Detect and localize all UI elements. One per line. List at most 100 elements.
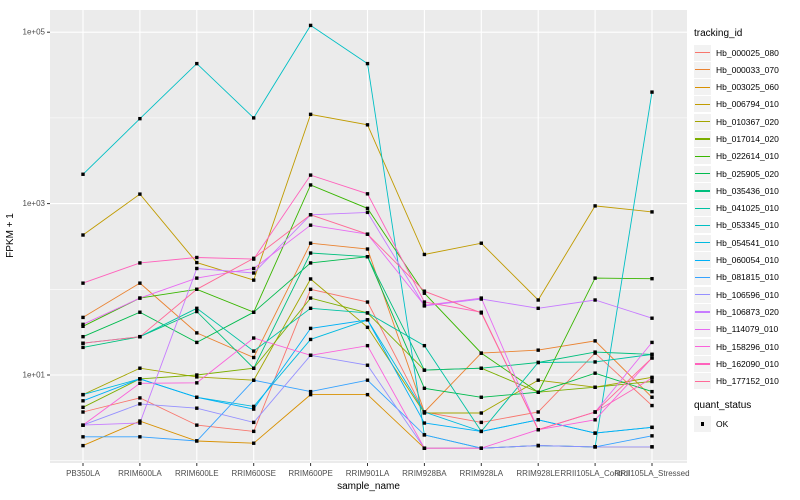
data-point — [81, 435, 85, 439]
data-point — [308, 241, 313, 245]
x-tick-label: RRIM901LA — [346, 469, 390, 478]
data-point — [365, 300, 370, 304]
data-point — [365, 318, 370, 322]
data-point — [138, 192, 142, 196]
data-point — [650, 90, 654, 94]
legend-title-tracking-id: tracking_id — [694, 28, 743, 39]
data-point — [536, 390, 540, 394]
data-point — [650, 403, 654, 408]
x-tick-label: RRIM600LE — [175, 469, 219, 478]
data-point — [536, 306, 540, 311]
legend-item-Hb_010367_020: Hb_010367_020 — [694, 113, 800, 130]
data-point — [252, 278, 256, 282]
data-point — [365, 255, 370, 259]
legend-item-Hb_017014_020: Hb_017014_020 — [694, 130, 800, 147]
data-point — [308, 326, 313, 331]
data-point — [195, 373, 199, 377]
data-point — [593, 360, 597, 364]
x-tick-label: RRIM600LA — [118, 469, 162, 478]
plot-panel — [50, 10, 687, 463]
data-point — [422, 300, 427, 304]
legend-key-swatch — [694, 44, 711, 61]
data-point — [536, 360, 540, 365]
data-point — [479, 420, 483, 425]
data-point — [365, 325, 370, 330]
data-point — [138, 310, 142, 314]
legend-key-line — [695, 190, 710, 192]
data-point — [308, 353, 313, 357]
data-point — [252, 256, 256, 260]
data-point — [81, 281, 85, 285]
legend-key-swatch — [694, 130, 711, 147]
legend-item-label: Hb_041025_010 — [716, 203, 779, 214]
data-point — [479, 429, 483, 434]
data-point — [650, 356, 654, 360]
data-point — [422, 446, 427, 450]
data-point — [81, 341, 85, 345]
legend-key-line — [695, 173, 710, 175]
legend-key-line — [695, 311, 710, 313]
data-point — [81, 345, 85, 350]
y-tick-label: 1e+05 — [23, 28, 46, 37]
data-point — [81, 324, 85, 329]
data-point — [195, 406, 199, 410]
legend-key-line — [695, 121, 710, 123]
legend-key-swatch — [694, 165, 711, 182]
data-point — [252, 336, 256, 340]
data-point — [81, 322, 85, 327]
data-point — [365, 123, 370, 127]
legend-item-label: Hb_158296_010 — [716, 341, 779, 352]
data-point — [365, 192, 370, 196]
data-point — [138, 435, 142, 439]
data-point — [81, 443, 85, 448]
data-point — [650, 376, 654, 380]
legend-item-Hb_025905_020: Hb_025905_020 — [694, 165, 800, 182]
data-point — [479, 395, 483, 399]
legend-shape-list: OK — [694, 416, 800, 433]
legend-key-swatch — [694, 373, 711, 390]
legend-item-label: Hb_177152_010 — [716, 376, 779, 387]
legend-item-label: Hb_081815_010 — [716, 272, 779, 283]
data-point — [81, 405, 85, 409]
black-square-point-icon — [700, 422, 705, 426]
legend-key-line — [695, 103, 710, 106]
data-point — [422, 289, 427, 293]
legend-key-line — [695, 294, 710, 296]
data-point — [138, 421, 142, 425]
data-point — [479, 446, 483, 450]
data-point — [308, 296, 313, 300]
data-point — [593, 339, 597, 343]
legend-key-swatch — [694, 182, 711, 199]
data-point — [650, 445, 654, 449]
data-point — [252, 366, 256, 370]
data-point — [593, 418, 597, 422]
data-point — [650, 379, 654, 384]
data-point — [650, 352, 654, 357]
data-point — [252, 271, 256, 275]
legend-key-swatch — [694, 200, 711, 217]
legend-key-line — [695, 155, 710, 157]
data-point — [365, 311, 370, 315]
x-tick-label: RRII105LA_Control — [560, 469, 630, 478]
data-point — [308, 112, 313, 117]
legend-title-quant-status: quant_status — [694, 399, 752, 411]
legend-item-Hb_106873_020: Hb_106873_020 — [694, 303, 800, 320]
data-point — [365, 232, 370, 236]
data-point — [252, 349, 256, 353]
data-point — [365, 378, 370, 382]
data-point — [365, 206, 370, 211]
legend-key-swatch — [694, 252, 711, 269]
legend-item-Hb_162090_010: Hb_162090_010 — [694, 355, 800, 372]
data-point — [479, 241, 483, 245]
legend-item-label: Hb_017014_020 — [716, 133, 779, 144]
data-point — [479, 296, 483, 300]
legend-series-list: Hb_000025_080 Hb_000033_070 Hb_003025_060 H… — [694, 44, 800, 390]
data-point — [593, 204, 597, 208]
data-point — [252, 266, 256, 271]
data-point — [650, 316, 654, 320]
data-point — [308, 223, 313, 227]
legend-key-swatch — [694, 217, 711, 234]
data-point — [308, 173, 313, 177]
data-point — [308, 389, 313, 394]
